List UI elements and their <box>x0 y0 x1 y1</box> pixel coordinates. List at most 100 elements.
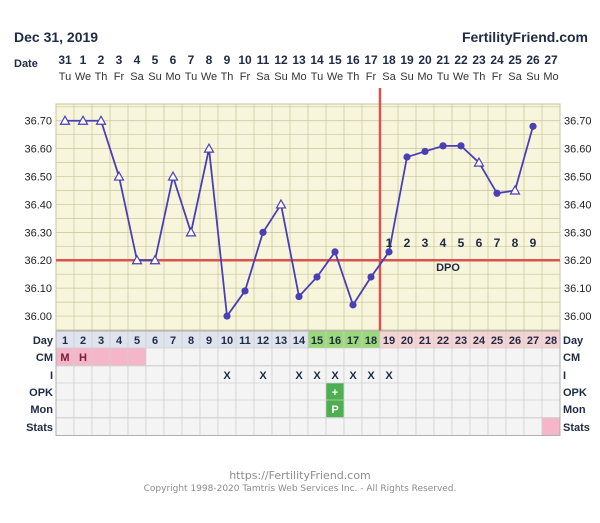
table-cell <box>127 365 147 384</box>
y-tick-label-left: 36.60 <box>24 144 52 156</box>
table-cell <box>145 365 165 384</box>
temperature-point-open <box>473 156 485 167</box>
cycle-day-number: 9 <box>206 335 212 347</box>
y-tick-label-left: 36.20 <box>24 255 52 267</box>
weekday-label: Fr <box>366 71 377 83</box>
table-cell <box>415 347 435 366</box>
dpo-number: 5 <box>458 236 465 250</box>
cycle-day-number: 8 <box>188 335 194 347</box>
dpo-number: 4 <box>440 236 447 250</box>
y-tick-label-left: 36.00 <box>24 311 52 323</box>
temperature-point <box>439 142 447 150</box>
temperature-point-open <box>113 170 125 181</box>
table-cell <box>541 347 561 366</box>
dpo-number: 9 <box>530 236 537 250</box>
row-label-i-left: I <box>50 370 53 382</box>
table-cell <box>235 382 255 401</box>
footer-url[interactable]: https://FertilityFriend.com <box>229 469 371 482</box>
weekday-label: Su <box>148 71 161 83</box>
weekday-label: Fr <box>240 71 251 83</box>
table-cell <box>343 417 363 436</box>
cycle-day-number: 21 <box>419 335 431 347</box>
date-label: 11 <box>257 53 270 67</box>
temperature-point <box>295 292 303 301</box>
date-label: 20 <box>418 53 432 67</box>
row-label-day-right: Day <box>563 335 584 347</box>
table-cell <box>505 365 525 384</box>
y-tick-label-left: 36.10 <box>24 283 52 295</box>
row-label-mon-left: Mon <box>30 404 53 416</box>
dpo-number: 2 <box>404 236 411 250</box>
table-cell <box>397 417 417 436</box>
temperature-point-open <box>509 184 521 195</box>
y-tick-label-left: 36.30 <box>24 227 52 239</box>
table-cell <box>55 399 75 418</box>
cycle-day-number: 28 <box>545 335 557 347</box>
temperature-point <box>493 189 501 197</box>
table-cell <box>487 365 507 384</box>
table-cell <box>541 382 561 401</box>
y-tick-label-right: 36.00 <box>564 311 592 323</box>
table-cell <box>73 382 93 401</box>
temperature-point-open <box>131 254 143 265</box>
table-cell <box>541 417 561 436</box>
date-label: 5 <box>152 53 159 67</box>
weekday-label: Th <box>473 71 486 83</box>
table-cell <box>199 399 219 418</box>
table-cell <box>469 417 489 436</box>
cycle-day-number: 26 <box>509 335 521 347</box>
weekday-label: Su <box>274 71 287 83</box>
weekday-label: Su <box>526 71 539 83</box>
table-cell <box>397 382 417 401</box>
table-cell <box>55 417 75 436</box>
cycle-day-number: 6 <box>152 335 158 347</box>
table-cell <box>451 399 471 418</box>
row-label-stats-right: Stats <box>563 422 590 434</box>
table-cell <box>109 347 129 366</box>
date-label: 14 <box>310 53 324 67</box>
table-cell <box>361 347 381 366</box>
cycle-day-number: 7 <box>170 335 176 347</box>
weekday-label: We <box>201 71 217 83</box>
temperature-point <box>259 228 267 236</box>
table-cell <box>217 399 237 418</box>
cycle-day-number: 11 <box>239 335 251 347</box>
weekday-label: We <box>75 71 91 83</box>
table-cell <box>433 399 453 418</box>
table-cell <box>469 399 489 418</box>
weekday-label: Mo <box>291 71 306 83</box>
weekday-label: Tu <box>311 71 323 83</box>
date-label: 23 <box>472 53 486 67</box>
table-cell <box>91 347 111 366</box>
table-cell <box>145 382 165 401</box>
table-cell <box>217 347 237 366</box>
table-cell <box>271 365 291 384</box>
date-label: 21 <box>436 53 450 67</box>
temperature-point-open <box>95 115 107 125</box>
table-cell <box>505 347 525 366</box>
temperature-point <box>367 273 375 281</box>
intercourse-mark: X <box>223 370 231 382</box>
weekday-label: Th <box>347 71 360 83</box>
cycle-day-number: 27 <box>527 335 539 347</box>
table-cell <box>523 365 543 384</box>
table-cell <box>505 417 525 436</box>
table-cell <box>163 417 183 436</box>
table-cell <box>181 399 201 418</box>
weekday-label: Mo <box>165 71 180 83</box>
date-label: 26 <box>526 53 540 67</box>
cycle-day-number: 15 <box>311 335 323 347</box>
table-border <box>55 330 561 436</box>
weekday-label: Sa <box>382 71 396 83</box>
table-cell <box>271 399 291 418</box>
weekday-label: Fr <box>492 71 503 83</box>
table-cell <box>271 417 291 436</box>
y-tick-label-right: 36.40 <box>564 199 592 211</box>
date-label: 12 <box>274 53 288 67</box>
cycle-day-number: 22 <box>437 335 449 347</box>
table-cell <box>199 382 219 401</box>
table-cell <box>91 382 111 401</box>
cycle-day-number: 14 <box>293 335 306 347</box>
table-cell <box>487 382 507 401</box>
date-label: 7 <box>188 53 195 67</box>
